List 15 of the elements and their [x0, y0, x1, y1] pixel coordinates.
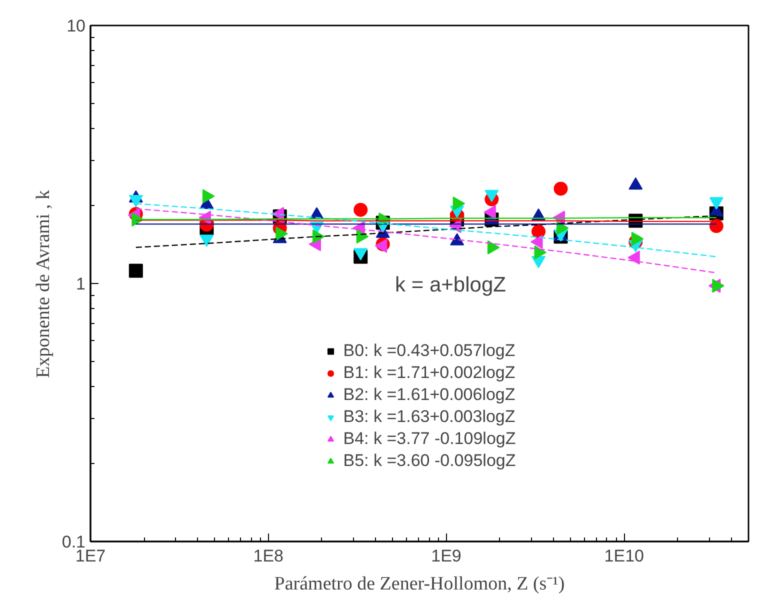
legend-label: B5: k =3.60 -0.095logZ: [343, 451, 516, 471]
x-tick-label: 1E7: [75, 546, 106, 566]
legend-label: B4: k =3.77 -0.109logZ: [343, 429, 516, 449]
legend-label: B0: k =0.43+0.057logZ: [343, 341, 516, 361]
x-tick-label: 1E10: [604, 546, 644, 566]
legend-label: B3: k =1.63+0.003logZ: [343, 407, 516, 427]
y-tick-label: 1: [76, 274, 86, 294]
x-tick-label: 1E8: [253, 546, 284, 566]
x-tick-label: 1E9: [431, 546, 462, 566]
annotation: k = a+blogZ: [395, 274, 506, 296]
legend-label: B1: k =1.71+0.002logZ: [343, 363, 516, 383]
y-tick-label: 10: [66, 16, 86, 36]
y-axis-title: Exponente de Avrami , k: [32, 190, 54, 378]
x-axis-title: Parámetro de Zener-Hollomon, Z (s⁻¹): [274, 574, 565, 594]
legend-label: B2: k =1.61+0.006logZ: [343, 385, 516, 405]
